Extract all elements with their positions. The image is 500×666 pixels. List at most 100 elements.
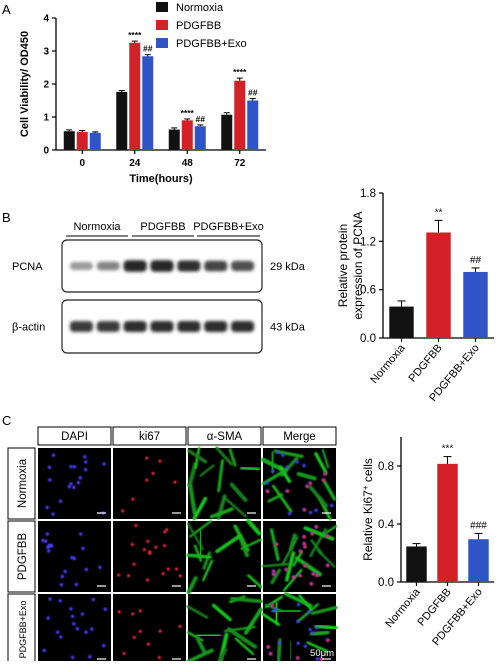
dapi-nucleus xyxy=(102,644,105,647)
dapi-nucleus xyxy=(102,462,105,465)
dapi-nucleus xyxy=(47,616,50,619)
dapi-nucleus xyxy=(45,506,48,509)
chart-ki67-cells: 0.00.40.8Normoxia***PDGFBB###PDGFBB+ExoR… xyxy=(361,437,495,648)
significance-label: **** xyxy=(128,30,142,40)
dapi-nucleus xyxy=(58,599,61,602)
ki67-signal xyxy=(175,568,178,571)
dapi-nucleus xyxy=(315,626,318,629)
ki67-signal xyxy=(299,574,302,577)
blot-group-label: Normoxia xyxy=(73,221,121,233)
ki67-signal xyxy=(131,543,134,546)
ki67-signal xyxy=(286,490,289,493)
ki67-signal xyxy=(139,609,142,612)
ki67-signal xyxy=(326,535,329,538)
dapi-nucleus xyxy=(271,470,274,473)
micrograph-tile xyxy=(188,448,261,519)
dapi-nucleus xyxy=(51,512,54,515)
legend-label: PDGFBB xyxy=(176,20,221,32)
dapi-nucleus xyxy=(296,642,299,645)
x-tick-label: PDGFBB xyxy=(407,342,445,384)
ki67-signal xyxy=(154,546,157,549)
bar-pdgfbb-exo xyxy=(195,126,206,150)
y-tick-label: 4 xyxy=(43,14,49,25)
micrograph-background xyxy=(113,594,186,661)
micrograph-tile xyxy=(113,594,186,661)
ki67-signal xyxy=(327,639,330,642)
bar-pdgfbb-exo xyxy=(142,56,153,150)
panel-letter-b: B xyxy=(2,210,11,225)
blot-band xyxy=(150,260,173,271)
bar-pdgfbb xyxy=(129,43,140,150)
dapi-nucleus xyxy=(48,466,51,469)
ki67-signal xyxy=(147,643,150,646)
ki67-signal xyxy=(285,568,288,571)
ki67-signal xyxy=(162,572,165,575)
dapi-nucleus xyxy=(330,504,333,507)
ki67-signal xyxy=(139,630,142,633)
dapi-nucleus xyxy=(47,549,50,552)
significance-label: ## xyxy=(248,88,258,98)
ki67-signal xyxy=(133,563,136,566)
dapi-nucleus xyxy=(314,509,317,512)
dapi-nucleus xyxy=(84,468,87,471)
ki67-signal xyxy=(163,531,166,534)
dapi-nucleus xyxy=(308,628,311,631)
legend-swatch xyxy=(156,38,168,48)
dapi-nucleus xyxy=(76,627,79,630)
ki67-signal xyxy=(269,652,272,655)
significance-label: **** xyxy=(233,67,247,77)
blot-band xyxy=(150,321,173,332)
ki67-signal xyxy=(159,630,162,633)
bar-pdgfbb-exo xyxy=(463,272,487,338)
blot-group-label: PDGFBB+Exo xyxy=(193,221,264,233)
micrograph-tile xyxy=(38,521,111,592)
dapi-nucleus xyxy=(308,610,311,613)
bar-pdgfbb xyxy=(77,132,88,150)
dapi-nucleus xyxy=(61,575,64,578)
ki67-signal xyxy=(311,532,314,535)
dapi-nucleus xyxy=(296,620,299,623)
blot-protein-label: PCNA xyxy=(12,261,43,273)
micrograph-background xyxy=(38,594,111,661)
ki67-signal xyxy=(178,625,181,628)
ki67-signal xyxy=(315,526,318,529)
bar-pdgfbb xyxy=(437,464,457,582)
ki67-signal xyxy=(271,604,274,607)
dapi-nucleus xyxy=(309,511,312,514)
significance-label: *** xyxy=(442,444,454,455)
blot-band xyxy=(97,321,120,332)
y-tick-label: 0 xyxy=(43,146,49,157)
row-label: PDGFBB xyxy=(17,533,29,581)
legend-label: Normoxia xyxy=(176,2,224,14)
ki67-signal xyxy=(148,552,151,555)
dapi-nucleus xyxy=(70,556,73,559)
dapi-nucleus xyxy=(52,453,55,456)
dapi-nucleus xyxy=(42,649,45,652)
x-tick-label: 24 xyxy=(129,158,141,169)
bar-normoxia xyxy=(221,115,232,150)
dapi-nucleus xyxy=(304,645,307,648)
dapi-nucleus xyxy=(278,641,281,644)
blot-band xyxy=(177,260,200,271)
sma-fiber xyxy=(316,626,336,628)
y-tick-label: 2 xyxy=(43,80,49,91)
dapi-nucleus xyxy=(64,570,67,573)
dapi-nucleus xyxy=(83,455,86,458)
micrograph-tile xyxy=(38,448,111,519)
bar-normoxia xyxy=(169,130,180,150)
dapi-nucleus xyxy=(69,465,72,468)
sma-fiber xyxy=(198,635,220,636)
dapi-nucleus xyxy=(288,512,291,515)
x-tick-label: Normoxia xyxy=(368,342,408,386)
dapi-nucleus xyxy=(72,622,75,625)
ki67-signal xyxy=(272,573,275,576)
ki67-signal xyxy=(304,545,307,548)
dapi-nucleus xyxy=(104,607,107,610)
column-header-label: DAPI xyxy=(61,431,88,443)
ki67-signal xyxy=(316,574,319,577)
y-tick-label: 1.8 xyxy=(360,188,376,200)
scale-bar-label: 50μm xyxy=(310,648,334,659)
dapi-nucleus xyxy=(59,635,62,638)
y-axis-label-line-1: Relative protein xyxy=(336,224,350,307)
